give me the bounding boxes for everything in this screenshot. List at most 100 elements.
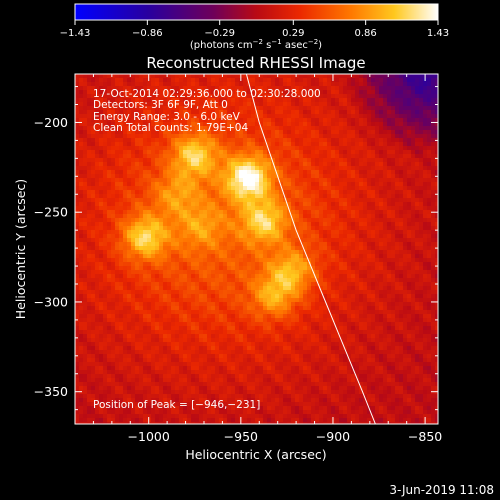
heatmap-cell [207, 78, 212, 83]
heatmap-cell [235, 130, 240, 135]
heatmap-cell [299, 214, 304, 219]
heatmap-cell [283, 162, 288, 167]
heatmap-cell [411, 106, 416, 111]
heatmap-cell [143, 282, 148, 287]
heatmap-cell [139, 246, 144, 251]
heatmap-cell [207, 86, 212, 91]
heatmap-cell [159, 286, 164, 291]
heatmap-cell [191, 282, 196, 287]
heatmap-cell [327, 166, 332, 171]
heatmap-cell [83, 78, 88, 83]
heatmap-cell [275, 114, 280, 119]
heatmap-cell [383, 258, 388, 263]
heatmap-cell [427, 122, 432, 127]
heatmap-cell [315, 242, 320, 247]
heatmap-cell [391, 134, 396, 139]
heatmap-cell [415, 118, 420, 123]
heatmap-cell [427, 138, 432, 143]
heatmap-cell [327, 190, 332, 195]
heatmap-cell [279, 178, 284, 183]
heatmap-cell [363, 118, 368, 123]
heatmap-cell [375, 230, 380, 235]
heatmap-cell [111, 118, 116, 123]
heatmap-cell [95, 166, 100, 171]
heatmap-cell [135, 230, 140, 235]
heatmap-cell [99, 190, 104, 195]
heatmap-cell [315, 290, 320, 295]
heatmap-cell [251, 222, 256, 227]
heatmap-cell [315, 282, 320, 287]
heatmap-cell [75, 146, 80, 151]
heatmap-cell [215, 94, 220, 99]
heatmap-cell [199, 122, 204, 127]
heatmap-cell [279, 286, 284, 291]
heatmap-cell [243, 226, 248, 231]
heatmap-cell [267, 134, 272, 139]
heatmap-cell [391, 254, 396, 259]
heatmap-cell [315, 90, 320, 95]
heatmap-cell [247, 98, 252, 103]
heatmap-cell [295, 218, 300, 223]
heatmap-cell [399, 86, 404, 91]
colorbar-units: (photons cm−2 s−1 asec−2) [190, 38, 322, 51]
heatmap-cell [303, 126, 308, 131]
heatmap-cell [75, 198, 80, 203]
heatmap-cell [339, 178, 344, 183]
heatmap-cell [107, 162, 112, 167]
heatmap-cell [99, 154, 104, 159]
heatmap-cell [159, 78, 164, 83]
heatmap-cell [415, 134, 420, 139]
heatmap-cell [107, 78, 112, 83]
heatmap-cell [119, 266, 124, 271]
heatmap-cell [359, 78, 364, 83]
heatmap-cell [415, 178, 420, 183]
heatmap-cell [183, 138, 188, 143]
heatmap-cell [435, 178, 438, 183]
heatmap-cell [283, 150, 288, 155]
heatmap-cell [287, 142, 292, 147]
heatmap-cell [187, 122, 192, 127]
heatmap-cell [319, 246, 324, 251]
heatmap-cell [275, 282, 280, 287]
heatmap-cell [327, 282, 332, 287]
heatmap-cell [195, 226, 200, 231]
heatmap-cell [219, 110, 224, 115]
heatmap-cell [303, 118, 308, 123]
heatmap-cell [431, 138, 436, 143]
heatmap-cell [363, 214, 368, 219]
heatmap-cell [175, 274, 180, 279]
heatmap-cell [307, 146, 312, 151]
heatmap-cell [335, 202, 340, 207]
heatmap-cell [99, 250, 104, 255]
heatmap-cell [163, 218, 168, 223]
heatmap-cell [399, 282, 404, 287]
heatmap-cell [347, 118, 352, 123]
heatmap-cell [83, 186, 88, 191]
heatmap-cell [103, 254, 108, 259]
heatmap-cell [303, 282, 308, 287]
heatmap-cell [151, 254, 156, 259]
heatmap-cell [403, 182, 408, 187]
heatmap-cell [99, 278, 104, 283]
heatmap-cell [435, 270, 438, 275]
heatmap-cell [419, 238, 424, 243]
heatmap-cell [335, 98, 340, 103]
heatmap-cell [431, 78, 436, 83]
heatmap-cell [187, 194, 192, 199]
heatmap-cell [311, 154, 316, 159]
heatmap-cell [423, 222, 428, 227]
heatmap-cell [191, 134, 196, 139]
heatmap-cell [203, 194, 208, 199]
heatmap-cell [183, 214, 188, 219]
heatmap-cell [191, 86, 196, 91]
heatmap-cell [391, 270, 396, 275]
heatmap-cell [347, 138, 352, 143]
heatmap-cell [291, 178, 296, 183]
heatmap-cell [203, 106, 208, 111]
heatmap-cell [419, 218, 424, 223]
heatmap-cell [387, 242, 392, 247]
heatmap-cell [139, 178, 144, 183]
heatmap-cell [379, 210, 384, 215]
heatmap-cell [111, 82, 116, 87]
heatmap-cell [367, 154, 372, 159]
